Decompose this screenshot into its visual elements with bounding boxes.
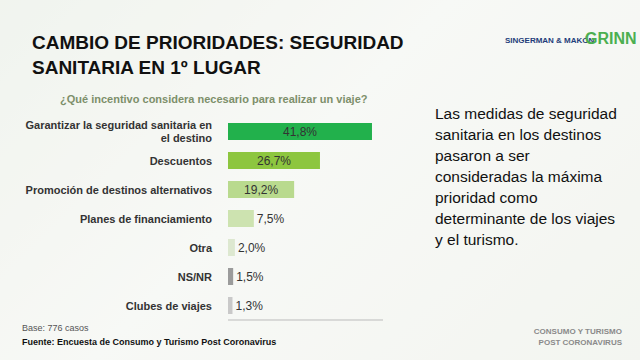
html-text:Fuente: Encuesta de Consumo y: Fuente: Encuesta de Consumo y Turismo Po… [22,337,277,347]
html-text:Las medidas de seguridad sanit: Las medidas de seguridad sanitaria en lo… [435,105,617,248]
svg-text:41,8%: 41,8% [283,125,317,139]
html-text:GRINN: GRINN [585,30,637,47]
svg-text:2,0%: 2,0% [238,241,266,255]
html-text:CONSUMO Y TURISMO: CONSUMO Y TURISMO [533,327,622,336]
svg-text:Garantizar la seguridad sanita: Garantizar la seguridad sanitaria enel d… [26,119,213,144]
svg-text:1,5%: 1,5% [236,270,264,284]
svg-text:Otra: Otra [189,242,213,254]
html-text:POST CORONAVIRUS: POST CORONAVIRUS [538,338,622,347]
svg-text:Promoción de destinos alternat: Promoción de destinos alternativos [26,184,212,196]
svg-text:Clubes de viajes: Clubes de viajes [126,300,212,312]
svg-text:19,2%: 19,2% [244,183,278,197]
svg-text:1,3%: 1,3% [235,299,263,313]
html-text:Base: 776 casos: Base: 776 casos [22,323,89,333]
svg-text:Descuentos: Descuentos [150,155,212,167]
html-text:¿Qué incentivo considera neces: ¿Qué incentivo considera necesario para … [60,93,368,105]
svg-text:NS/NR: NS/NR [178,271,212,283]
svg-text:26,7%: 26,7% [257,154,291,168]
svg-text:Planes de financiamiento: Planes de financiamiento [80,213,212,225]
svg-text:7,5%: 7,5% [257,212,285,226]
html-text:CAMBIO DE PRIORIDADES: SEGURID: CAMBIO DE PRIORIDADES: SEGURIDAD SANITAR… [32,32,404,78]
html-text:SINGERMAN & MAKÓN: SINGERMAN & MAKÓN [505,36,595,45]
